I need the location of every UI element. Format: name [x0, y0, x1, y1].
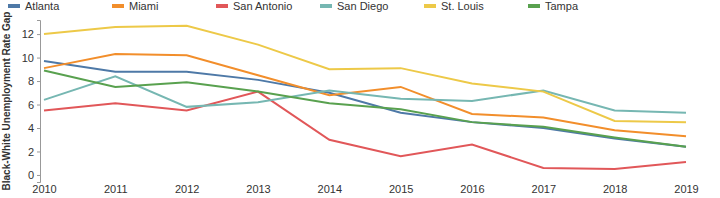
x-tick-label: 2014	[318, 183, 342, 195]
y-tick-mark	[37, 105, 40, 106]
series-line	[44, 26, 686, 122]
y-tick-mark	[37, 128, 40, 129]
legend-label: San Diego	[337, 0, 388, 12]
legend-item: San Diego	[320, 0, 388, 12]
x-tick: 2011	[104, 182, 128, 195]
y-tick: 12	[22, 28, 40, 40]
legend-item: Miami	[112, 0, 158, 12]
y-tick: 2	[28, 145, 40, 157]
legend-swatch	[216, 4, 228, 8]
x-tick-label: 2015	[389, 183, 413, 195]
legend-item: Tampa	[528, 0, 579, 12]
series-line	[44, 70, 686, 146]
y-tick-label: 0	[28, 169, 34, 181]
legend-label: San Antonio	[233, 0, 292, 12]
legend-item: St. Louis	[424, 0, 484, 12]
x-tick-label: 2017	[532, 183, 556, 195]
x-tick: 2016	[460, 182, 484, 195]
legend-label: St. Louis	[441, 0, 484, 12]
x-tick-label: 2018	[603, 183, 627, 195]
x-tick: 2015	[389, 182, 413, 195]
y-tick-mark	[37, 34, 40, 35]
x-tick: 2019	[674, 182, 698, 195]
legend-label: Atlanta	[25, 0, 60, 12]
x-tick-label: 2019	[674, 183, 698, 195]
y-tick-label: 4	[28, 122, 34, 134]
series-line	[44, 61, 686, 147]
x-tick-label: 2012	[175, 183, 199, 195]
y-tick: 8	[28, 75, 40, 87]
x-tick: 2017	[532, 182, 556, 195]
y-tick: 6	[28, 99, 40, 111]
y-axis: 0 2 4 6 8 10 12	[22, 21, 41, 183]
legend-label: Tampa	[545, 0, 579, 12]
x-tick: 2014	[318, 182, 342, 195]
y-tick-label: 12	[22, 28, 34, 40]
y-tick-label: 6	[28, 99, 34, 111]
y-tick-label: 8	[28, 75, 34, 87]
series-line	[44, 54, 686, 136]
x-tick: 2010	[32, 182, 56, 195]
legend-swatch	[424, 4, 436, 8]
y-tick-mark	[37, 175, 40, 176]
y-tick-mark	[37, 151, 40, 152]
x-tick-label: 2013	[246, 183, 270, 195]
x-axis: 2010 2011 2012 2013 2014 2015 2016 2017 2018 2019	[32, 182, 698, 195]
chart: 0246810122010201120122013201420152016201…	[0, 0, 720, 198]
y-tick-label: 2	[28, 145, 34, 157]
y-tick-mark	[37, 81, 40, 82]
x-tick-label: 2010	[32, 183, 56, 195]
legend-swatch	[320, 4, 332, 8]
x-tick-label: 2016	[460, 183, 484, 195]
x-tick-label: 2011	[104, 183, 128, 195]
plot-area	[44, 26, 686, 169]
y-tick-label: 10	[22, 52, 34, 64]
y-tick: 10	[22, 52, 40, 64]
legend-item: Atlanta	[8, 0, 60, 12]
y-tick: 4	[28, 122, 40, 134]
y-axis-title: Black-White Unemployment Rate Gap	[1, 12, 12, 191]
x-tick: 2012	[175, 182, 199, 195]
y-tick-mark	[37, 58, 40, 59]
legend-label: Miami	[129, 0, 158, 12]
legend-swatch	[112, 4, 124, 8]
y-axis-line	[37, 21, 41, 183]
x-tick: 2013	[246, 182, 270, 195]
x-tick: 2018	[603, 182, 627, 195]
legend-swatch	[8, 4, 20, 8]
legend-item: San Antonio	[216, 0, 292, 12]
legend: Atlanta Miami San Antonio San Diego St. Loui…	[8, 0, 579, 12]
y-tick: 0	[28, 169, 40, 181]
legend-swatch	[528, 4, 540, 8]
